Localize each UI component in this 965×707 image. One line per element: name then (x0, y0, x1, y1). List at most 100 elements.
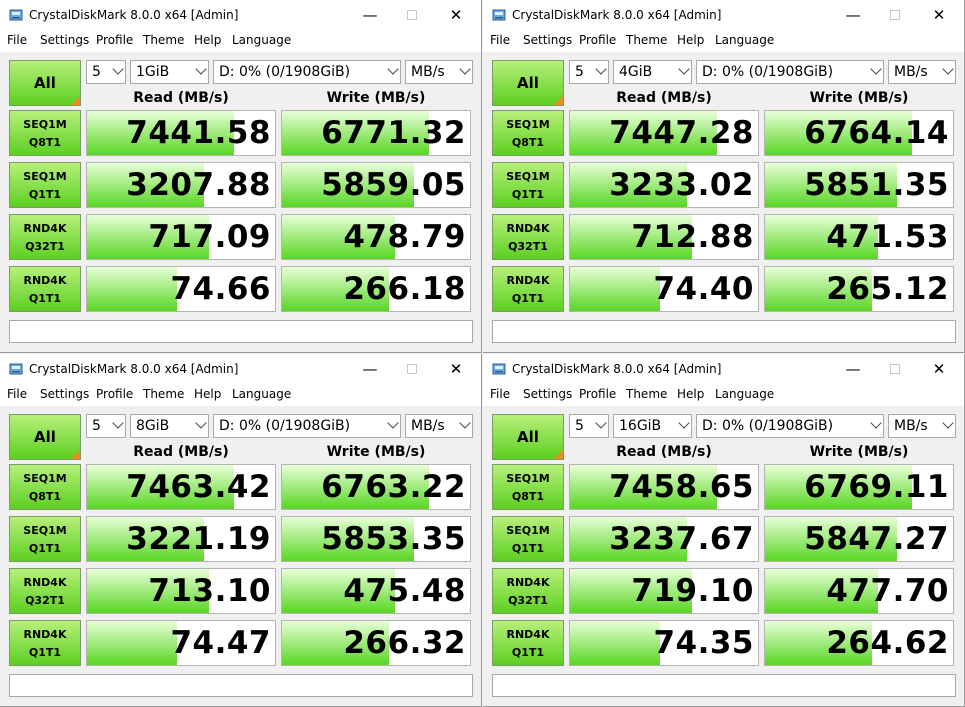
drive-select[interactable]: D: 0% (0/1908GiB) (696, 60, 884, 84)
menu-profile[interactable]: Profile (579, 387, 617, 401)
menu-language[interactable]: Language (715, 33, 775, 47)
menu-theme[interactable]: Theme (626, 387, 668, 401)
unit-select[interactable]: MB/s (405, 414, 473, 438)
maximize-icon[interactable] (875, 3, 915, 27)
close-icon[interactable]: ✕ (932, 360, 946, 378)
read-result-cell: 712.88 (569, 214, 759, 260)
maximize-icon[interactable] (392, 357, 432, 381)
write-value: 471.53 (826, 219, 949, 255)
write-value: 6763.22 (321, 469, 466, 505)
menu-help[interactable]: Help (677, 387, 705, 401)
all-label: All (34, 428, 56, 446)
menu-language[interactable]: Language (232, 33, 292, 47)
write-result-cell: 266.32 (281, 620, 471, 666)
test-button-1[interactable]: SEQ1M Q8T1 (9, 110, 81, 156)
test-button-2[interactable]: SEQ1M Q1T1 (492, 162, 564, 208)
test-button-2[interactable]: SEQ1M Q1T1 (9, 162, 81, 208)
maximize-icon[interactable] (392, 3, 432, 27)
read-bar (570, 517, 687, 561)
all-label: All (517, 428, 539, 446)
write-value: 5859.05 (321, 167, 466, 203)
test-button-3[interactable]: RND4K Q32T1 (492, 214, 564, 260)
drive-select[interactable]: D: 0% (0/1908GiB) (696, 414, 884, 438)
unit-select[interactable]: MB/s (405, 60, 473, 84)
write-result-cell: 266.18 (281, 266, 471, 312)
read-bar (87, 215, 210, 259)
comment-input[interactable] (9, 320, 473, 343)
window-title: CrystalDiskMark 8.0.0 x64 [Admin] (512, 8, 722, 22)
menu-file[interactable]: File (490, 33, 511, 47)
all-button[interactable]: All (492, 414, 564, 460)
chevron-down-icon (387, 63, 399, 75)
test-size-select[interactable]: 4GiB (613, 60, 692, 84)
menu-file[interactable]: File (7, 33, 28, 47)
drive-select[interactable]: D: 0% (0/1908GiB) (213, 414, 401, 438)
test-size-select[interactable]: 16GiB (613, 414, 692, 438)
cdm-window-3: CrystalDiskMark 8.0.0 x64 [Admin] — ✕ File S… (0, 354, 482, 707)
menu-profile[interactable]: Profile (579, 33, 617, 47)
close-icon[interactable]: ✕ (932, 6, 946, 24)
test-name: SEQ1M (506, 472, 550, 485)
menu-settings[interactable]: Settings (40, 387, 90, 401)
test-button-4[interactable]: RND4K Q1T1 (9, 266, 81, 312)
minimize-icon[interactable]: — (362, 360, 378, 378)
menu-help[interactable]: Help (194, 387, 222, 401)
comment-input[interactable] (492, 674, 956, 697)
test-count-select[interactable]: 5 (569, 414, 609, 438)
maximize-icon[interactable] (875, 357, 915, 381)
menu-theme[interactable]: Theme (626, 33, 668, 47)
test-count-value: 5 (575, 418, 584, 434)
comment-input[interactable] (492, 320, 956, 343)
test-size-select[interactable]: 8GiB (130, 414, 209, 438)
minimize-icon[interactable]: — (845, 6, 861, 24)
test-count-select[interactable]: 5 (86, 60, 126, 84)
test-button-4[interactable]: RND4K Q1T1 (9, 620, 81, 666)
test-count-select[interactable]: 5 (86, 414, 126, 438)
menu-settings[interactable]: Settings (40, 33, 90, 47)
menu-profile[interactable]: Profile (96, 387, 134, 401)
all-button[interactable]: All (492, 60, 564, 106)
menu-language[interactable]: Language (232, 387, 292, 401)
menu-profile[interactable]: Profile (96, 33, 134, 47)
test-queue: Q32T1 (25, 240, 65, 253)
test-button-3[interactable]: RND4K Q32T1 (9, 214, 81, 260)
menu-file[interactable]: File (490, 387, 511, 401)
test-button-1[interactable]: SEQ1M Q8T1 (9, 464, 81, 510)
menu-help[interactable]: Help (194, 33, 222, 47)
drive-select[interactable]: D: 0% (0/1908GiB) (213, 60, 401, 84)
write-bar (765, 569, 878, 613)
test-name: RND4K (506, 274, 550, 287)
test-button-4[interactable]: RND4K Q1T1 (492, 620, 564, 666)
menu-theme[interactable]: Theme (143, 33, 185, 47)
write-result-cell: 471.53 (764, 214, 954, 260)
menu-file[interactable]: File (7, 387, 28, 401)
all-button[interactable]: All (9, 60, 81, 106)
test-button-3[interactable]: RND4K Q32T1 (9, 568, 81, 614)
close-icon[interactable]: ✕ (449, 6, 463, 24)
menu-settings[interactable]: Settings (523, 387, 573, 401)
write-bar (765, 465, 912, 509)
read-bar (87, 267, 178, 311)
comment-input[interactable] (9, 674, 473, 697)
app-icon (9, 9, 23, 21)
test-button-2[interactable]: SEQ1M Q1T1 (492, 516, 564, 562)
write-bar (282, 163, 414, 207)
test-button-1[interactable]: SEQ1M Q8T1 (492, 464, 564, 510)
minimize-icon[interactable]: — (845, 360, 861, 378)
all-button[interactable]: All (9, 414, 81, 460)
menu-language[interactable]: Language (715, 387, 775, 401)
unit-select[interactable]: MB/s (888, 414, 956, 438)
menu-settings[interactable]: Settings (523, 33, 573, 47)
menu-theme[interactable]: Theme (143, 387, 185, 401)
close-icon[interactable]: ✕ (449, 360, 463, 378)
minimize-icon[interactable]: — (362, 6, 378, 24)
test-button-4[interactable]: RND4K Q1T1 (492, 266, 564, 312)
test-count-select[interactable]: 5 (569, 60, 609, 84)
test-button-3[interactable]: RND4K Q32T1 (492, 568, 564, 614)
unit-select[interactable]: MB/s (888, 60, 956, 84)
menu-help[interactable]: Help (677, 33, 705, 47)
test-button-1[interactable]: SEQ1M Q8T1 (492, 110, 564, 156)
test-size-select[interactable]: 1GiB (130, 60, 209, 84)
menu-bar: File Settings Profile Theme Help Language (0, 31, 481, 51)
test-button-2[interactable]: SEQ1M Q1T1 (9, 516, 81, 562)
